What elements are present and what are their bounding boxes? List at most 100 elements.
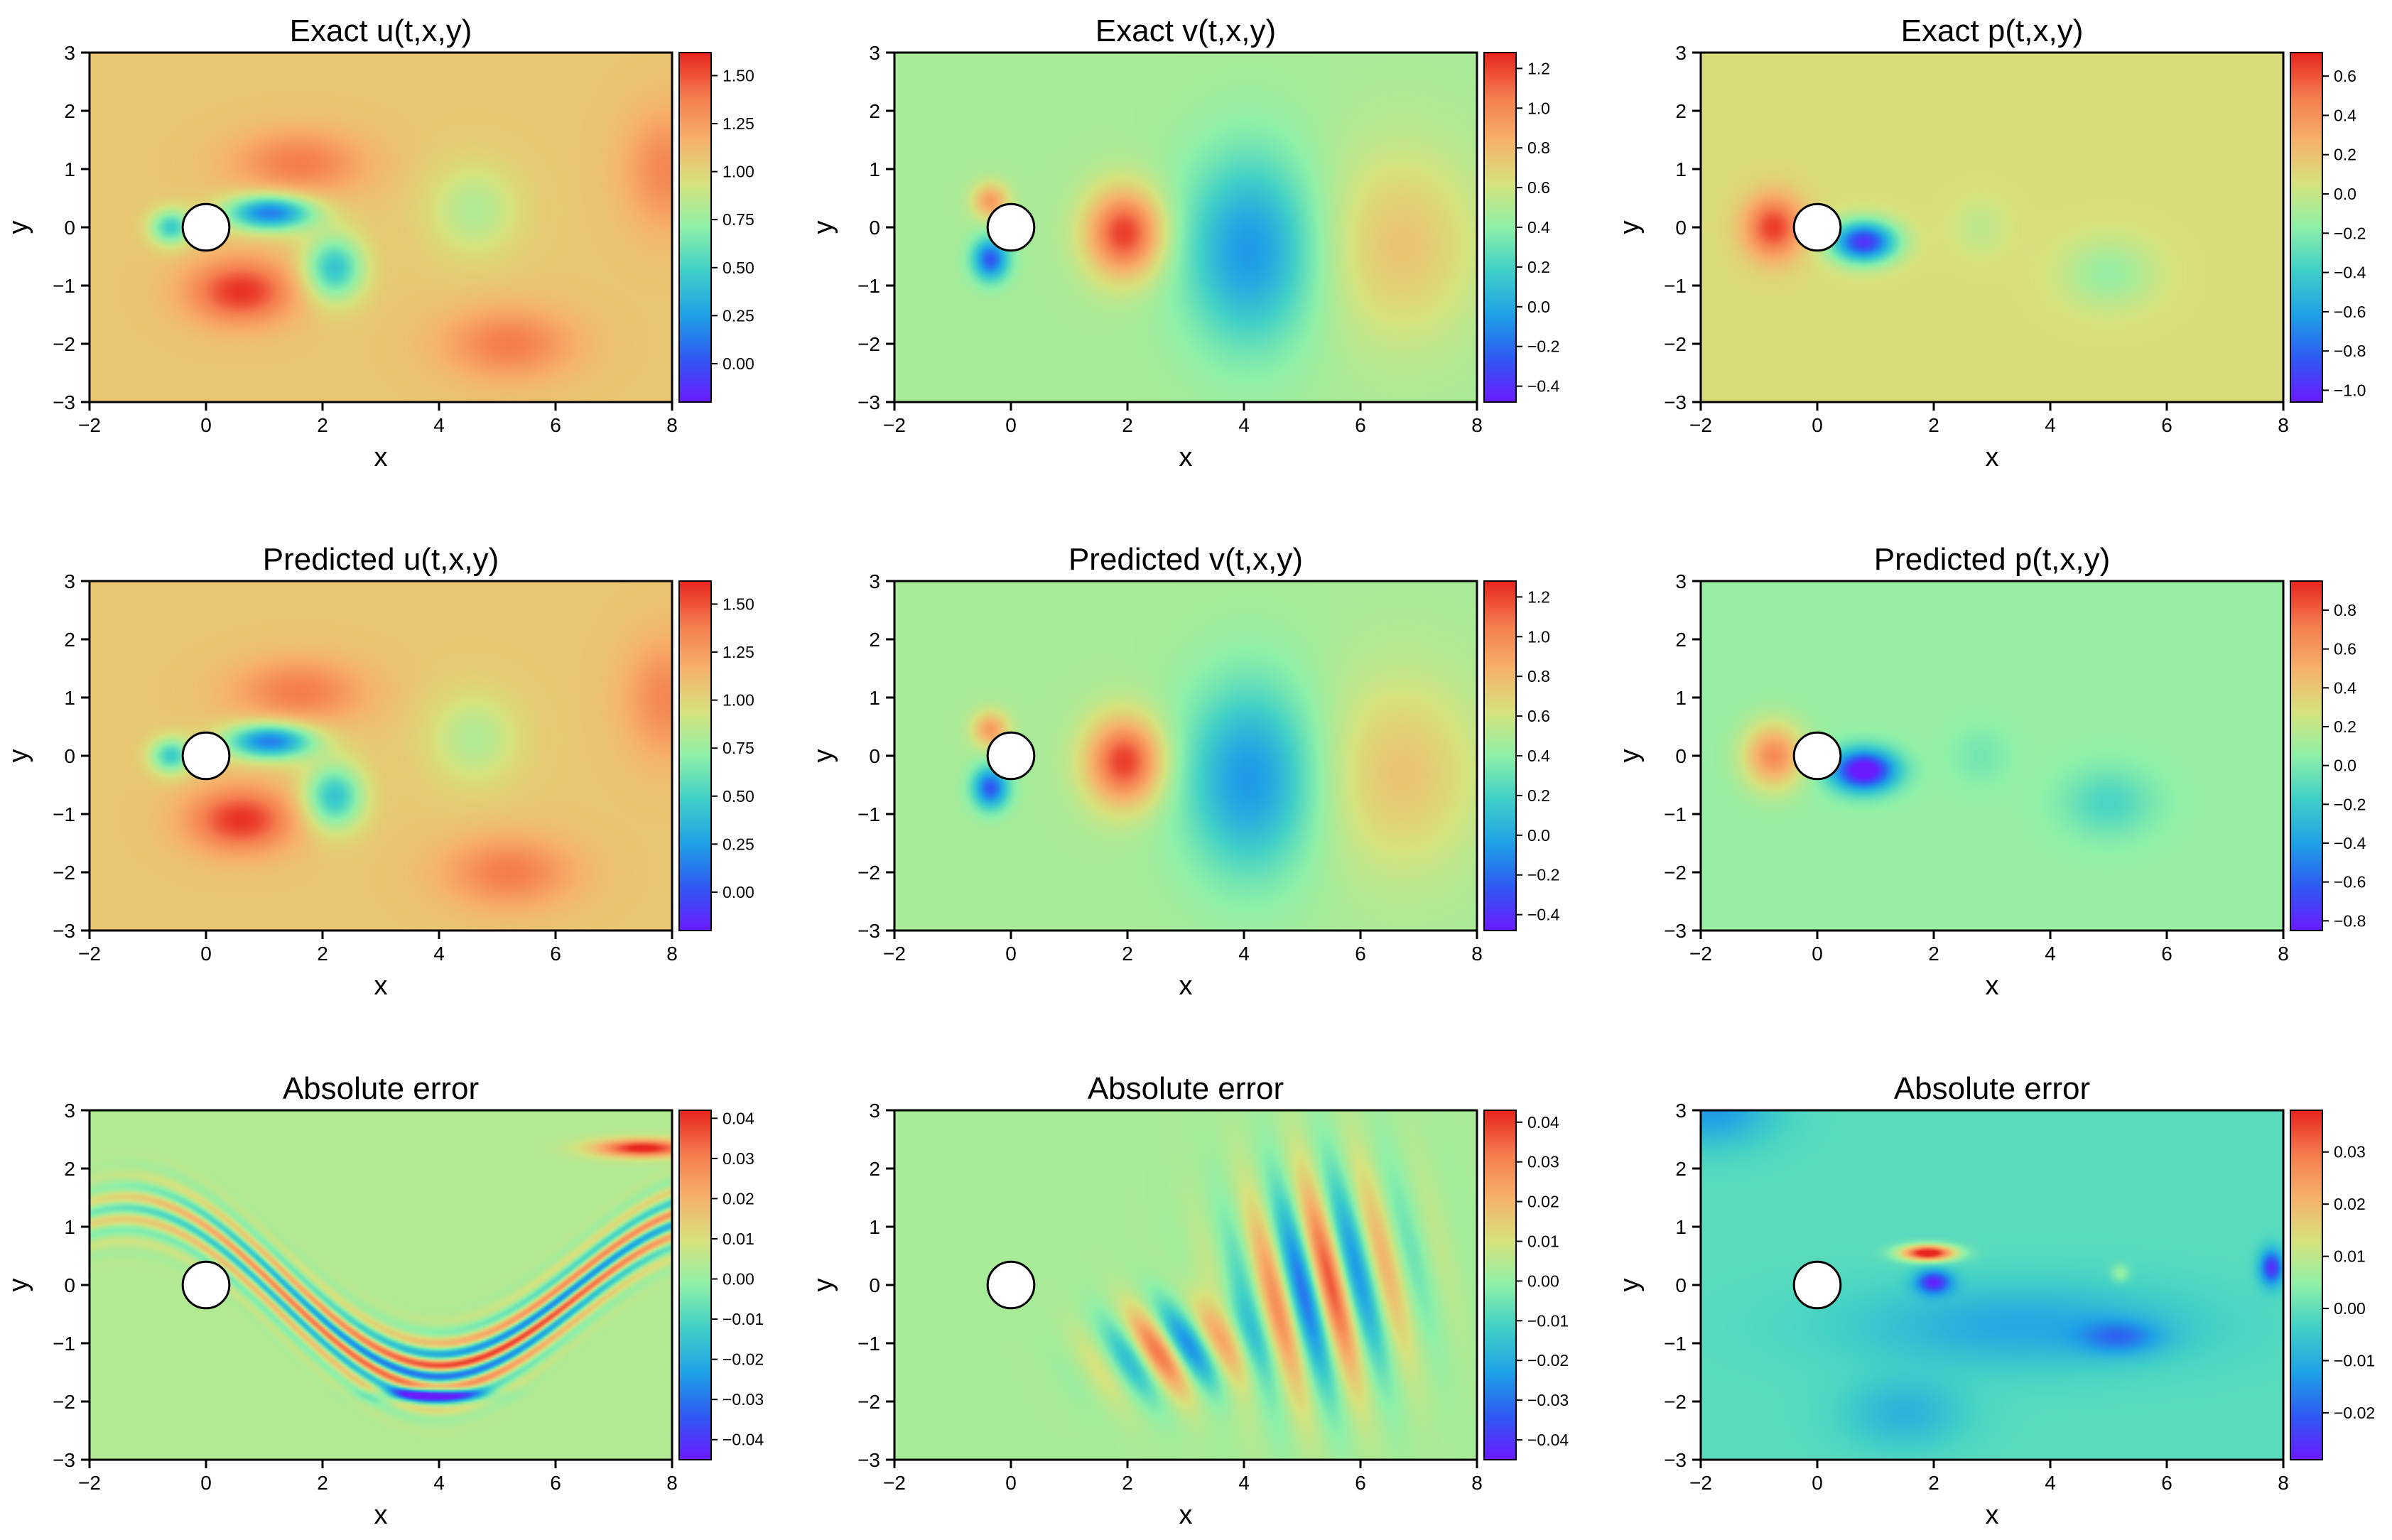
y-tick-label: 2	[869, 100, 880, 122]
colorbar-tick-label: 0.6	[1527, 707, 1550, 725]
colorbar-tick-label: 0.03	[1527, 1153, 1559, 1171]
colorbar-frame	[678, 580, 712, 931]
colorbar-tick-label: 0.01	[2334, 1247, 2366, 1266]
heatmap-image	[90, 53, 672, 402]
cylinder-mask	[986, 731, 1036, 781]
cylinder-mask	[1792, 1260, 1842, 1310]
colorbar-tick-label: 0.0	[2334, 757, 2356, 775]
x-tick-label: 4	[2045, 1472, 2056, 1494]
x-tick-label: 0	[200, 1472, 212, 1494]
y-tick-label: −1	[53, 1333, 75, 1355]
subplot-8: Absolute error−2 0 2 4 6 8−3−2−10123xy−0.04−0…	[808, 1071, 1569, 1530]
colorbar-tick-label: 0.6	[2334, 67, 2356, 85]
colorbar-tick-label: 0.00	[723, 883, 754, 901]
colorbar-tick-label: 0.02	[2334, 1195, 2366, 1213]
colorbar-tick-label: 0.0	[2334, 185, 2356, 203]
y-axis-label: y	[1615, 749, 1645, 763]
plot-title: Predicted u(t,x,y)	[263, 542, 499, 577]
x-tick-label: 6	[2161, 1472, 2172, 1494]
y-tick-label: −3	[857, 391, 880, 413]
y-tick-label: 3	[1675, 570, 1687, 592]
plot-title: Absolute error	[1894, 1071, 2090, 1106]
colorbar-tick-label: −0.4	[1527, 906, 1560, 924]
x-tick-label: 0	[1005, 943, 1017, 965]
cylinder-mask	[181, 731, 231, 781]
heatmap-image	[90, 581, 672, 931]
y-tick-label: −2	[1664, 333, 1687, 355]
colorbar-tick-label: 0.8	[2334, 601, 2356, 619]
y-tick-label: 1	[1675, 1216, 1687, 1238]
x-tick-label: 4	[1238, 414, 1250, 436]
y-tick-label: 2	[1675, 1158, 1687, 1180]
colorbar-tick-label: 0.0	[1527, 298, 1550, 316]
colorbar-tick-label: 0.00	[723, 1270, 754, 1289]
colorbar-gradient	[1484, 53, 1516, 402]
colorbar-tick-label: −0.8	[2334, 342, 2366, 360]
x-tick-label: −2	[1689, 414, 1712, 436]
y-tick-label: −2	[857, 333, 880, 355]
y-tick-label: −1	[1664, 275, 1687, 297]
cylinder-mask	[181, 202, 231, 252]
colorbar-tick-label: 1.00	[723, 163, 754, 181]
colorbar-frame	[2290, 580, 2323, 931]
x-tick-label: 6	[550, 414, 561, 436]
colorbar-tick-label: 0.04	[1527, 1113, 1559, 1132]
x-tick-label: 6	[550, 1472, 561, 1494]
x-tick-label: 2	[1928, 1472, 1939, 1494]
colorbar-tick-label: 0.01	[1527, 1232, 1559, 1251]
x-tick-label: 8	[2278, 943, 2289, 965]
y-tick-label: 0	[869, 1274, 880, 1296]
y-tick-label: 0	[869, 217, 880, 239]
cylinder-mask	[181, 1260, 231, 1310]
y-tick-label: 3	[64, 42, 75, 64]
subplot-9: Absolute error−2 0 2 4 6 8−3−2−10123xy−0.02−0…	[1615, 1071, 2375, 1530]
colorbar-tick-label: −0.04	[1527, 1431, 1569, 1449]
x-tick-label: 0	[200, 414, 212, 436]
plot-title: Exact p(t,x,y)	[1901, 13, 2084, 48]
x-tick-label: 4	[433, 1472, 445, 1494]
x-tick-label: 8	[1471, 1472, 1483, 1494]
heatmap-image	[894, 1110, 1477, 1460]
y-tick-label: 3	[64, 570, 75, 592]
x-tick-label: −2	[78, 414, 101, 436]
cylinder-mask	[986, 202, 1036, 252]
y-tick-label: −3	[53, 391, 75, 413]
x-tick-label: 4	[1238, 1472, 1250, 1494]
plot-title: Exact u(t,x,y)	[290, 13, 472, 48]
colorbar-tick-label: 0.75	[723, 210, 754, 229]
y-tick-label: −2	[1664, 862, 1687, 884]
colorbar-tick-label: 0.01	[723, 1230, 754, 1248]
y-axis-label: y	[808, 1279, 838, 1292]
x-tick-label: 6	[550, 943, 561, 965]
cylinder-mask	[986, 1260, 1036, 1310]
heatmap-image	[1701, 1110, 2283, 1460]
y-tick-label: −2	[857, 862, 880, 884]
y-tick-label: 1	[1675, 687, 1687, 709]
colorbar-tick-label: −0.01	[2334, 1351, 2375, 1370]
cylinder-mask	[1792, 731, 1842, 781]
x-tick-label: 2	[1928, 414, 1939, 436]
colorbar-frame	[678, 52, 712, 403]
colorbar-tick-label: 1.50	[723, 595, 754, 613]
x-tick-label: −2	[883, 1472, 906, 1494]
heatmap-image	[1701, 53, 2283, 402]
colorbar-tick-label: 0.25	[723, 306, 754, 325]
colorbar-tick-label: 0.4	[1527, 218, 1550, 237]
x-tick-label: −2	[78, 1472, 101, 1494]
y-tick-label: 2	[1675, 629, 1687, 651]
colorbar-tick-label: 0.03	[2334, 1143, 2366, 1161]
x-tick-label: 0	[1812, 414, 1823, 436]
x-tick-label: 0	[1005, 1472, 1017, 1494]
y-tick-label: 0	[1675, 745, 1687, 767]
x-tick-label: 4	[2045, 943, 2056, 965]
x-tick-label: 2	[1928, 943, 1939, 965]
colorbar-tick-label: −0.8	[2334, 911, 2366, 930]
y-tick-label: 0	[869, 745, 880, 767]
x-tick-label: −2	[883, 943, 906, 965]
plot-title: Exact v(t,x,y)	[1095, 13, 1276, 48]
colorbar-tick-label: 1.0	[1527, 627, 1550, 646]
colorbar-gradient	[2290, 581, 2322, 931]
plot-title: Absolute error	[1088, 1071, 1284, 1106]
colorbar-tick-label: 0.04	[723, 1109, 754, 1127]
colorbar-tick-label: −0.6	[2334, 303, 2366, 321]
